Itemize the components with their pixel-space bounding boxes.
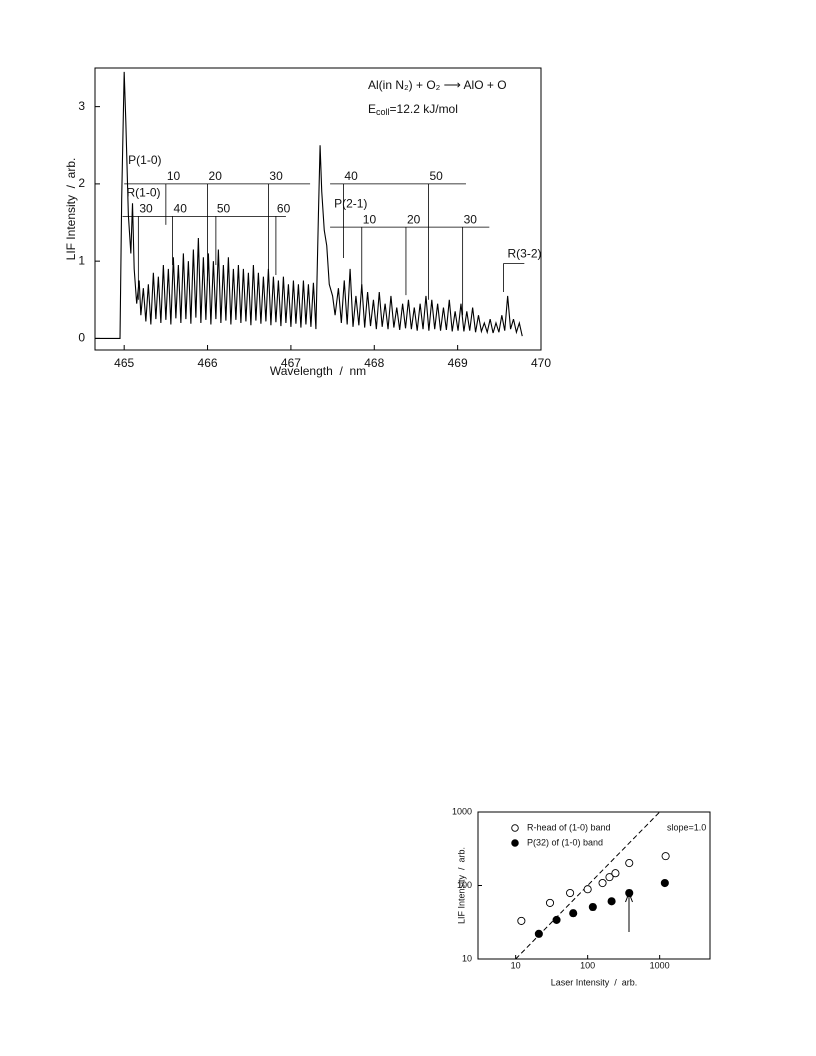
assignment-label: 20 (407, 212, 421, 226)
data-point (625, 859, 634, 868)
x-tick-label: 10 (511, 960, 521, 970)
y-axis-label: LIF Intensity / arb. (64, 158, 78, 261)
assignment-name: P(1-0) (128, 153, 161, 167)
legend-label: P(32) of (1-0) band (527, 837, 603, 847)
data-point (588, 902, 597, 912)
x-axis-label: Laser Intensity / arb. (551, 977, 638, 987)
assignment-label: 50 (429, 169, 443, 183)
y-axis-label: LIF Intensity / arb. (456, 847, 466, 924)
power-chart: 10 100 1000 10 100 1000 Laser Intensity / arb.… (452, 806, 711, 987)
data-point (569, 909, 578, 918)
assignment-label: 20 (209, 169, 223, 183)
data-point (545, 898, 555, 907)
x-tick-label: 469 (448, 356, 468, 370)
x-tick-label: 468 (364, 356, 384, 370)
x-tick-label: 470 (531, 356, 551, 370)
data-point (552, 915, 561, 924)
legend-marker (511, 824, 519, 832)
y-tick-label: 0 (78, 331, 85, 345)
x-tick-label: 100 (580, 960, 595, 970)
plot-frame (94, 67, 542, 351)
assignment-label: 40 (174, 202, 188, 216)
x-tick-label: 466 (198, 356, 218, 370)
energy-text: =12.2 kJ/mol (390, 102, 458, 116)
data-point (583, 885, 592, 894)
data-point (566, 888, 575, 898)
data-point (661, 852, 670, 861)
assignment-label: 30 (464, 212, 478, 226)
assignment-name: P(2-1) (334, 196, 367, 210)
assignment-name: R(1-0) (127, 186, 161, 200)
energy-subscript: coll (376, 107, 390, 117)
data-point (598, 878, 607, 888)
spectrum-line (95, 71, 523, 339)
spectrum-chart: Al(in N₂) + O₂ ⟶ AlO + O Ecoll=12.2 kJ/m… (64, 67, 551, 378)
data-point (534, 929, 543, 938)
y-tick-label: 1000 (452, 806, 472, 816)
assignment-label: 30 (139, 202, 153, 216)
legend-marker (511, 839, 519, 847)
x-tick-label: 465 (114, 356, 134, 370)
y-tick-label: 1 (78, 253, 85, 267)
assignment-label: 30 (269, 169, 283, 183)
data-point (517, 916, 526, 925)
reference-label: slope=1.0 (667, 822, 706, 832)
x-tick-label: 1000 (650, 960, 670, 970)
assignment-label: 10 (167, 169, 181, 183)
y-tick-label: 100 (457, 880, 472, 890)
reaction: Al(in N₂) + O₂ ⟶ AlO + O (368, 78, 507, 92)
legend-label: R-head of (1-0) band (527, 822, 611, 832)
data-point (660, 878, 669, 888)
assignment-name: R(3-2) (507, 247, 541, 261)
assignment-label: 40 (344, 169, 358, 183)
data-point (607, 897, 616, 906)
y-tick-label: 10 (462, 953, 472, 963)
assignment-label: 60 (277, 202, 291, 216)
data-point (625, 888, 634, 898)
energy: Ecoll=12.2 kJ/mol (368, 102, 458, 117)
y-tick-label: 3 (78, 99, 85, 113)
x-tick-label: 467 (281, 356, 301, 370)
assignment-label: 50 (217, 202, 231, 216)
energy-symbol: E (368, 102, 376, 116)
data-point (611, 869, 620, 878)
plot-frame (477, 811, 711, 960)
data-point (605, 873, 614, 882)
assignment-label: 10 (363, 212, 377, 226)
x-axis-label: Wavelength / nm (270, 364, 366, 378)
y-tick-label: 2 (78, 176, 85, 190)
